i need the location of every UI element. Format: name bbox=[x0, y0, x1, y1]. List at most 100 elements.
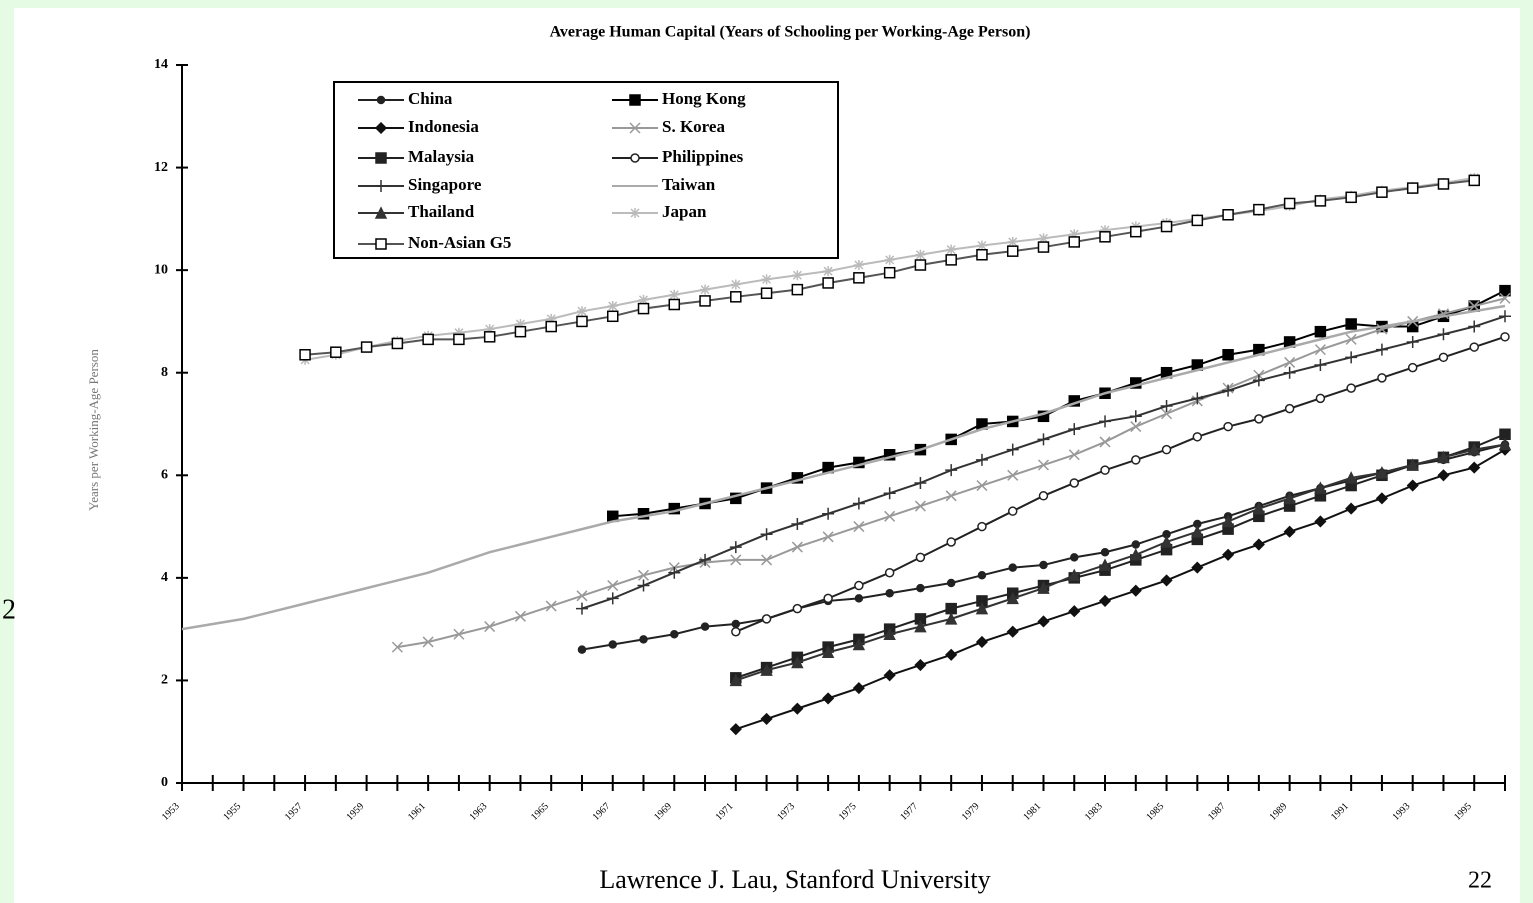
marker bbox=[629, 94, 641, 106]
marker bbox=[1161, 444, 1172, 455]
marker bbox=[1498, 437, 1512, 451]
footer: Lawrence J. Lau, Stanford University bbox=[599, 865, 990, 894]
marker bbox=[977, 521, 987, 532]
series-line bbox=[735, 335, 1506, 633]
marker bbox=[576, 306, 587, 317]
marker bbox=[760, 528, 773, 541]
marker bbox=[1006, 443, 1019, 456]
marker bbox=[576, 315, 588, 328]
marker bbox=[883, 669, 896, 682]
marker bbox=[1499, 310, 1511, 323]
marker bbox=[1437, 469, 1450, 482]
marker bbox=[700, 284, 711, 295]
marker bbox=[730, 492, 742, 505]
marker bbox=[1100, 547, 1110, 557]
marker bbox=[1160, 574, 1173, 587]
marker bbox=[637, 508, 650, 520]
marker bbox=[1129, 584, 1142, 597]
marker bbox=[1314, 325, 1327, 338]
marker bbox=[1253, 203, 1265, 216]
marker bbox=[375, 152, 387, 164]
marker bbox=[975, 635, 989, 649]
marker bbox=[945, 464, 958, 477]
marker bbox=[883, 449, 896, 461]
marker bbox=[1192, 432, 1203, 442]
y-tick-label: 10 bbox=[154, 262, 168, 277]
marker bbox=[514, 325, 527, 338]
marker bbox=[1407, 362, 1418, 373]
marker bbox=[1437, 328, 1450, 341]
y-tick-label: 8 bbox=[161, 365, 168, 380]
marker bbox=[637, 579, 650, 592]
marker bbox=[1345, 191, 1357, 204]
marker bbox=[1283, 525, 1296, 538]
marker bbox=[944, 612, 958, 625]
marker bbox=[1252, 374, 1265, 387]
marker bbox=[914, 259, 927, 271]
marker bbox=[1068, 449, 1080, 461]
marker bbox=[823, 266, 834, 277]
legend-label: Singapore bbox=[408, 175, 482, 194]
marker bbox=[885, 588, 894, 598]
marker bbox=[914, 476, 927, 489]
series-line bbox=[735, 448, 1506, 731]
marker bbox=[821, 645, 835, 658]
marker bbox=[1406, 182, 1419, 194]
marker bbox=[670, 630, 679, 639]
marker bbox=[945, 254, 957, 266]
marker bbox=[1252, 501, 1266, 515]
marker bbox=[1037, 615, 1050, 628]
marker bbox=[1468, 320, 1481, 333]
marker bbox=[946, 578, 956, 588]
marker bbox=[1345, 318, 1357, 330]
marker bbox=[299, 349, 311, 361]
marker bbox=[1099, 436, 1111, 448]
legend-label: Philippines bbox=[662, 147, 744, 166]
marker bbox=[699, 295, 711, 307]
marker bbox=[854, 580, 864, 591]
marker bbox=[761, 274, 772, 285]
marker bbox=[374, 121, 388, 135]
marker bbox=[730, 291, 742, 303]
marker bbox=[853, 456, 865, 469]
marker bbox=[1131, 455, 1141, 465]
marker bbox=[376, 95, 386, 105]
marker bbox=[1344, 471, 1358, 484]
marker bbox=[1252, 538, 1265, 551]
marker bbox=[515, 318, 526, 329]
marker bbox=[1191, 525, 1204, 538]
marker bbox=[453, 333, 465, 346]
marker bbox=[1221, 514, 1235, 528]
marker bbox=[638, 294, 649, 305]
marker bbox=[1038, 233, 1049, 244]
marker bbox=[1037, 433, 1050, 446]
y-tick-label: 14 bbox=[154, 57, 168, 72]
marker bbox=[731, 626, 741, 637]
marker bbox=[1223, 421, 1233, 432]
marker bbox=[700, 622, 710, 631]
legend-label: S. Korea bbox=[662, 117, 725, 136]
marker bbox=[608, 640, 617, 649]
series-line bbox=[181, 304, 1506, 631]
marker bbox=[914, 619, 927, 633]
marker bbox=[422, 333, 434, 346]
marker bbox=[883, 487, 896, 500]
marker bbox=[915, 552, 926, 563]
marker bbox=[914, 658, 927, 672]
marker bbox=[883, 627, 896, 641]
marker bbox=[792, 270, 803, 281]
marker bbox=[1406, 335, 1419, 348]
marker bbox=[1314, 195, 1327, 207]
marker bbox=[1070, 553, 1079, 562]
marker bbox=[1375, 492, 1388, 505]
marker bbox=[1406, 479, 1419, 492]
y-tick-label: 4 bbox=[161, 570, 168, 585]
marker bbox=[669, 289, 680, 300]
marker bbox=[791, 541, 803, 553]
marker bbox=[852, 497, 865, 510]
marker bbox=[1100, 465, 1110, 475]
marker bbox=[637, 302, 650, 315]
marker bbox=[1191, 561, 1204, 574]
marker bbox=[975, 601, 989, 615]
